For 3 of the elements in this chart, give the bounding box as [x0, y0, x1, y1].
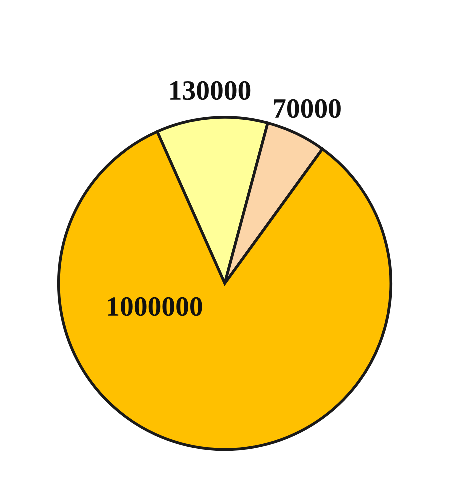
data-label: 70000: [274, 99, 341, 118]
data-label: 1000000: [108, 297, 202, 316]
data-label: 130000: [170, 81, 251, 100]
